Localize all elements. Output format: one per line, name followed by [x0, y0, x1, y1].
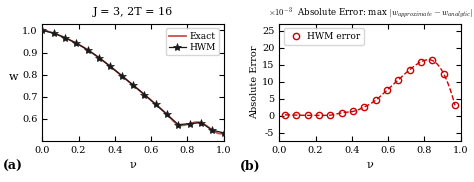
HWM [62, 37, 68, 39]
X-axis label: ν: ν [129, 161, 137, 170]
Text: (a): (a) [2, 160, 22, 173]
Legend: HWM error: HWM error [284, 28, 364, 45]
HWM error [418, 61, 424, 63]
Legend: Exact, HWM: Exact, HWM [166, 28, 219, 55]
Line: Exact: Exact [42, 30, 224, 134]
Y-axis label: w: w [9, 72, 18, 82]
HWM [221, 132, 227, 134]
HWM [73, 42, 79, 44]
HWM error [316, 114, 322, 116]
Line: HWM: HWM [38, 26, 228, 137]
Title: $\times10^{-3}$  Absolute Error: max $|w_{approximate} - w_{analytic}|$: $\times10^{-3}$ Absolute Error: max $|w_… [267, 6, 473, 21]
HWM [198, 122, 204, 124]
HWM error [282, 114, 288, 116]
HWM [96, 57, 102, 59]
Y-axis label: Absolute Error: Absolute Error [250, 46, 259, 119]
HWM error [452, 104, 458, 106]
HWM [210, 129, 215, 131]
Exact [61, 36, 67, 38]
HWM [108, 65, 113, 68]
HWM error [429, 59, 435, 62]
HWM error [350, 110, 356, 112]
Line: HWM error: HWM error [282, 57, 458, 118]
Exact [39, 29, 45, 31]
HWM error [395, 79, 401, 81]
HWM error [407, 69, 412, 71]
Exact [221, 132, 227, 134]
HWM error [441, 73, 447, 75]
Exact [170, 120, 176, 122]
HWM [187, 122, 192, 125]
Title: J = 3, 2T = 16: J = 3, 2T = 16 [93, 7, 173, 17]
X-axis label: ν: ν [366, 161, 374, 170]
HWM [130, 84, 136, 86]
HWM error [362, 106, 367, 108]
Exact [154, 104, 159, 106]
HWM error [339, 112, 345, 114]
Exact [111, 68, 117, 71]
HWM [85, 49, 91, 51]
HWM error [384, 89, 390, 91]
HWM [119, 75, 125, 77]
Text: (b): (b) [239, 160, 260, 173]
HWM [175, 124, 181, 126]
HWM error [293, 114, 299, 116]
Exact [99, 58, 104, 61]
Exact [171, 121, 177, 123]
HWM [153, 103, 158, 105]
HWM error [305, 114, 310, 116]
HWM [141, 93, 147, 96]
Exact [218, 132, 223, 135]
HWM [39, 29, 45, 31]
HWM error [328, 114, 333, 116]
HWM [164, 113, 170, 116]
HWM [51, 32, 56, 34]
HWM error [373, 99, 379, 101]
